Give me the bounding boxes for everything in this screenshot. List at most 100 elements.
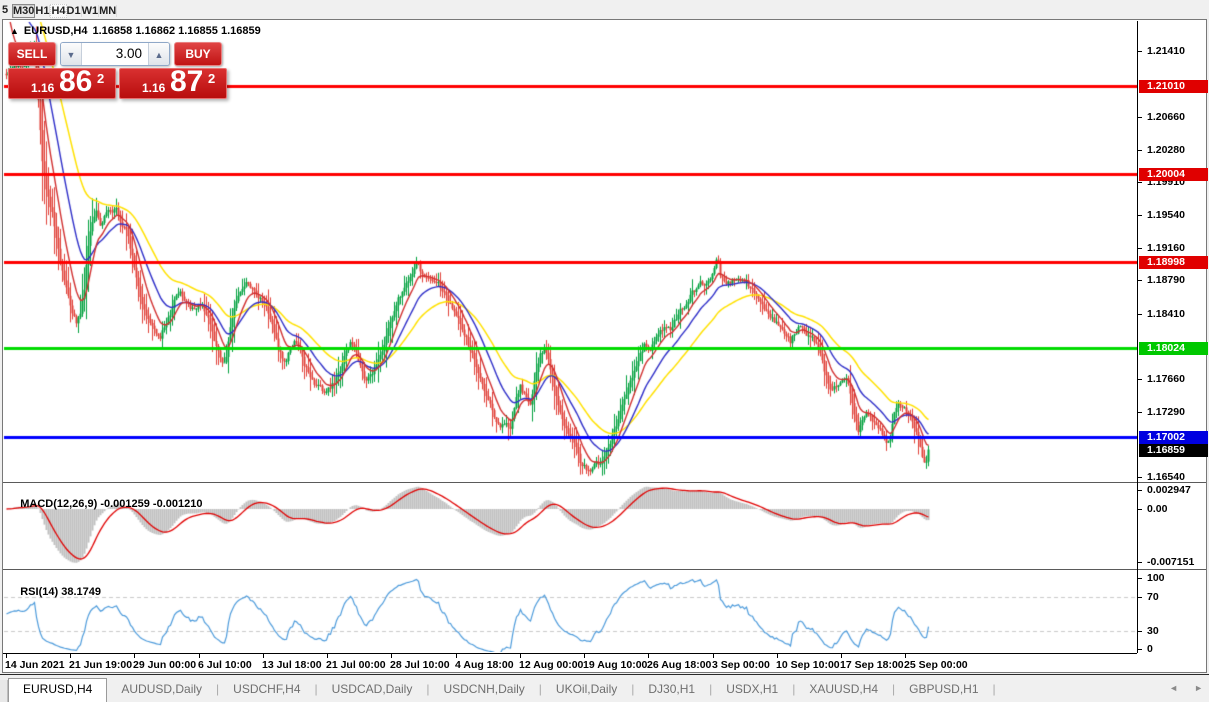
rsi-pane-canvas[interactable]: [3, 571, 1137, 652]
tab-separator: |: [709, 682, 713, 696]
date-axis: 14 Jun 2021 21 Jun 19:00 29 Jun 00:00 6 Jul…: [0, 653, 1209, 673]
price-tick-label: 0: [1147, 643, 1153, 655]
rsi-label: RSI(14) 38.1749: [8, 574, 101, 610]
one-click-trading-panel: SELL ▼ 3.00 ▲ BUY 1.16 86 2 1.16 87 2: [8, 42, 228, 99]
buy-price-box[interactable]: 1.16 87 2: [119, 68, 227, 99]
sell-price-sup: 2: [97, 71, 105, 86]
buy-price-small: 1.16: [142, 81, 166, 95]
date-tick-label: 21 Jul 00:00: [326, 659, 386, 671]
price-tick-mark: [1138, 150, 1142, 151]
price-tick-label: 1.21410: [1147, 45, 1185, 57]
tab-separator: |: [426, 682, 430, 696]
tab-usdchf-h4[interactable]: USDCHF,H4: [233, 682, 301, 696]
level-price-label-1.17002: 1.17002: [1139, 430, 1208, 444]
price-tick-label: -0.007151: [1147, 556, 1195, 568]
tab-usdcad-daily[interactable]: USDCAD,Daily: [331, 682, 413, 696]
tabs-scroll-left-button[interactable]: ◄: [1169, 683, 1179, 693]
tab-usdx-h1[interactable]: USDX,H1: [726, 682, 779, 696]
chart-title-symbol: EURUSD,H4: [23, 25, 88, 37]
tab-audusd-daily[interactable]: AUDUSD,Daily: [121, 682, 203, 696]
tab-dj30-h1[interactable]: DJ30,H1: [648, 682, 696, 696]
date-tick-mark: [327, 654, 328, 658]
tab-separator: |: [314, 682, 318, 696]
date-tick-mark: [134, 654, 135, 658]
date-tick-label: 3 Sep 00:00: [712, 659, 770, 671]
price-axis-line: [1137, 21, 1138, 653]
tabbar-scroll-nav: ◄ ►: [1169, 683, 1203, 693]
date-tick-mark: [520, 654, 521, 658]
buy-button[interactable]: BUY: [174, 42, 222, 66]
date-tick-mark: [199, 654, 200, 658]
price-tick-mark: [1138, 280, 1142, 281]
tab-gbpusd-h1[interactable]: GBPUSD,H1: [909, 682, 979, 696]
sell-price-small: 1.16: [31, 81, 55, 95]
timeframe-button-mn[interactable]: MN: [99, 4, 118, 17]
tab-eurusd-h4[interactable]: EURUSD,H4: [8, 678, 108, 702]
level-price-label-1.21010: 1.21010: [1139, 79, 1208, 93]
macd-pane-separator[interactable]: [3, 482, 1206, 483]
date-tick-label: 25 Sep 00:00: [904, 659, 968, 671]
date-tick-label: 12 Aug 00:00: [519, 659, 584, 671]
triangle-up-icon: ▲: [154, 50, 164, 60]
date-tick-label: 14 Jun 2021: [5, 659, 65, 671]
date-tick-label: 13 Jul 18:00: [262, 659, 322, 671]
price-tick-label: 0.00: [1147, 503, 1168, 515]
date-tick-mark: [584, 654, 585, 658]
volume-increase-button[interactable]: ▲: [148, 43, 169, 65]
timeframe-button-m5-partial[interactable]: 5: [2, 3, 9, 16]
date-tick-label: 10 Sep 10:00: [776, 659, 840, 671]
macd-label: MACD(12,26,9) -0.001259 -0.001210: [8, 486, 202, 522]
price-tick-label: 1.18410: [1147, 308, 1185, 320]
macd-pane-canvas[interactable]: [3, 483, 1137, 568]
date-tick-mark: [391, 654, 392, 658]
date-tick-mark: [456, 654, 457, 658]
date-tick-label: 4 Aug 18:00: [455, 659, 514, 671]
rsi-pane-separator[interactable]: [3, 569, 1206, 570]
timeframe-button-h1[interactable]: H1: [35, 4, 51, 17]
price-axis: 1.21410 1.20660 1.20280 1.19910 1.19540 1.191…: [1138, 21, 1208, 655]
tab-separator: |: [792, 682, 796, 696]
tab-separator: |: [538, 682, 542, 696]
timeframe-toolbar: 5 M30H1 H4D1W1MN: [0, 0, 1209, 19]
volume-input[interactable]: 3.00: [82, 43, 148, 65]
macd-name: MACD(12,26,9): [20, 498, 98, 510]
timeframe-button-m30[interactable]: M30: [12, 3, 36, 18]
sell-price-box[interactable]: 1.16 86 2: [8, 68, 116, 99]
timeframe-button-w1[interactable]: W1: [81, 4, 100, 17]
date-tick-label: 19 Aug 10:00: [583, 659, 648, 671]
chart-marker-icon: ▲: [10, 26, 19, 36]
price-tick-mark: [1138, 578, 1142, 579]
tab-xauusd-h4[interactable]: XAUUSD,H4: [809, 682, 879, 696]
date-tick-mark: [713, 654, 714, 658]
price-tick-mark: [1138, 649, 1142, 650]
date-tick-label: 26 Aug 18:00: [647, 659, 712, 671]
price-tick-mark: [1138, 597, 1142, 598]
sell-button[interactable]: SELL: [8, 42, 56, 66]
price-tick-mark: [1138, 215, 1142, 216]
price-tick-mark: [1138, 182, 1142, 183]
tab-usdcnh-daily[interactable]: USDCNH,Daily: [443, 682, 525, 696]
date-tick-mark: [263, 654, 264, 658]
tabbar-left-stub: [0, 680, 8, 702]
date-axis-line: [3, 653, 1137, 654]
price-tick-mark: [1138, 477, 1142, 478]
date-tick-label: 28 Jul 10:00: [390, 659, 450, 671]
buy-price-big: 87: [170, 68, 204, 98]
triangle-down-icon: ▼: [66, 50, 76, 60]
tab-ukoil-daily[interactable]: UKOil,Daily: [555, 682, 618, 696]
date-tick-label: 6 Jul 10:00: [198, 659, 252, 671]
timeframe-button-h4[interactable]: H4: [50, 3, 67, 18]
price-tick-mark: [1138, 509, 1142, 510]
chart-title-ohlc: 1.16858 1.16862 1.16855 1.16859: [92, 25, 261, 37]
timeframe-button-d1[interactable]: D1: [66, 4, 82, 17]
timeframe-button-row: M30H1 H4D1W1MN: [12, 1, 118, 19]
level-price-label-1.18024: 1.18024: [1139, 341, 1208, 355]
tabs-scroll-right-button[interactable]: ►: [1194, 683, 1203, 693]
sell-price-big: 86: [59, 68, 93, 98]
tab-separator: |: [992, 682, 996, 696]
date-tick-label: 21 Jun 19:00: [69, 659, 133, 671]
volume-decrease-button[interactable]: ▼: [61, 43, 82, 65]
tab-separator: |: [216, 682, 220, 696]
price-tick-label: 1.20660: [1147, 111, 1185, 123]
